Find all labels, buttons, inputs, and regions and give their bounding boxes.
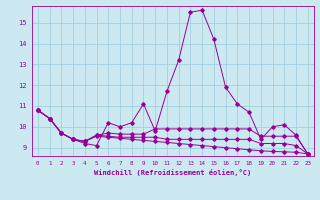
X-axis label: Windchill (Refroidissement éolien,°C): Windchill (Refroidissement éolien,°C) (94, 169, 252, 176)
